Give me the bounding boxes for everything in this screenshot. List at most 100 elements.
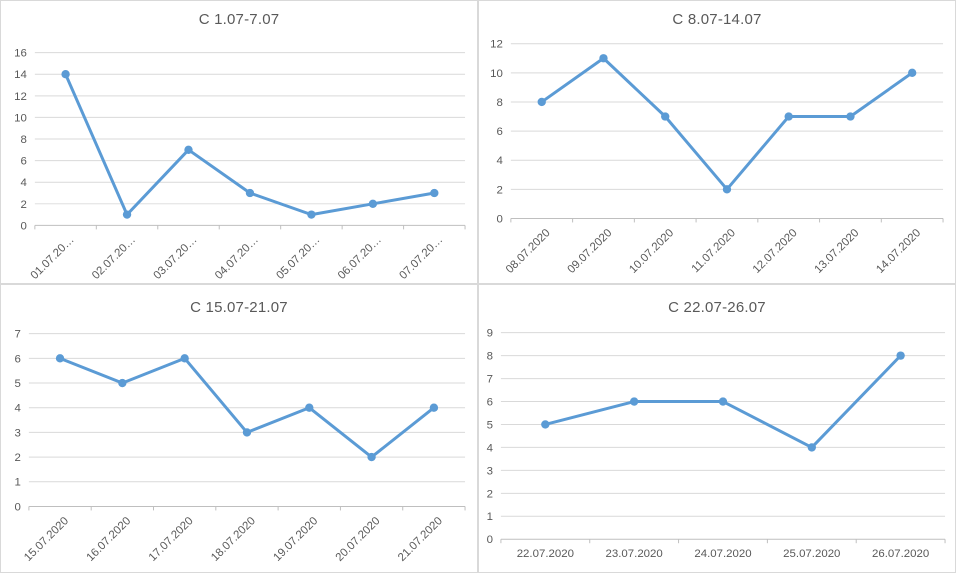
data-point-marker — [541, 420, 550, 429]
gridlines — [28, 333, 466, 507]
data-point-marker — [807, 443, 816, 452]
y-tick-label: 2 — [497, 184, 503, 196]
data-point-marker — [180, 354, 189, 363]
y-tick-label: 5 — [487, 419, 493, 431]
data-point-marker — [430, 188, 439, 198]
x-tick-label: 20.07.2020 — [334, 515, 383, 564]
series-markers — [537, 54, 917, 194]
series-markers — [541, 351, 905, 452]
y-axis-labels: 0 2 4 6 8 10 12 — [490, 39, 503, 226]
y-tick-label: 6 — [487, 397, 493, 409]
data-point-marker — [429, 403, 439, 412]
x-tick-label: 15.07.2020 — [22, 515, 71, 564]
x-tick-label: 22.07.2020 — [517, 548, 574, 560]
x-tick-label: 25.07.2020 — [783, 548, 840, 560]
y-tick-label: 9 — [487, 328, 493, 340]
y-tick-label: 7 — [487, 374, 493, 386]
x-tick-label: 05.07.20… — [274, 234, 322, 282]
gridlines — [500, 332, 946, 540]
data-point-marker — [245, 188, 255, 198]
y-tick-label: 4 — [15, 403, 22, 415]
x-tick-label: 03.07.20… — [152, 234, 200, 282]
y-tick-label: 2 — [21, 199, 27, 211]
y-tick-label: 6 — [497, 126, 503, 138]
x-axis-labels: 01.07.20… 02.07.20… 03.07.20… 04.07.20… 05.0… — [29, 234, 446, 282]
y-tick-label: 0 — [487, 534, 493, 546]
x-tick-label: 23.07.2020 — [606, 548, 663, 560]
x-tick-label: 02.07.20… — [90, 234, 138, 282]
y-tick-label: 4 — [21, 177, 28, 189]
y-tick-label: 1 — [15, 477, 21, 489]
y-tick-label: 2 — [487, 488, 493, 500]
x-axis-ticks — [510, 218, 944, 223]
data-point-marker — [367, 452, 376, 462]
line-chart-week2: 0 2 4 6 8 10 12 08.07.2020 09.07.2020 10.07.2020 1… — [490, 39, 944, 276]
x-axis-labels: 15.07.2020 16.07.2020 17.07.2020 18.07.2020… — [22, 515, 445, 564]
y-axis-labels: 0 2 4 6 8 10 12 14 16 — [14, 48, 27, 233]
y-tick-label: 16 — [14, 48, 27, 60]
y-tick-label: 2 — [15, 452, 21, 464]
x-tick-label: 14.07.2020 — [874, 227, 923, 276]
data-point-marker — [846, 112, 855, 121]
line-chart-week3: 0 1 2 3 4 5 6 7 15.07.2020 16.07.2020 17.07.2020 18… — [15, 329, 466, 564]
x-tick-label: 08.07.2020 — [504, 227, 553, 276]
y-tick-label: 1 — [487, 511, 493, 523]
y-tick-label: 10 — [14, 112, 27, 124]
y-tick-label: 14 — [14, 69, 27, 81]
chart-panel-week2: С 8.07-14.07 0 2 4 6 8 10 12 08.07.2020 09.07.20… — [478, 0, 956, 284]
y-tick-label: 0 — [21, 220, 27, 232]
x-tick-label: 09.07.2020 — [566, 227, 615, 276]
x-tick-label: 07.07.20… — [397, 234, 445, 282]
data-point-marker — [184, 145, 193, 154]
y-tick-label: 10 — [490, 68, 503, 80]
line-chart-week4: 0 1 2 3 4 5 6 7 8 9 22.07.2020 23.07.2020 24.07.2020… — [487, 328, 946, 560]
data-point-marker — [305, 403, 314, 412]
series-markers — [55, 354, 439, 462]
y-tick-label: 12 — [490, 39, 503, 51]
data-point-marker — [907, 68, 917, 77]
y-tick-label: 12 — [14, 91, 27, 103]
chart-panel-week4: С 22.07-26.07 0 1 2 3 4 5 6 7 8 9 22.07.2020 23.07.… — [478, 284, 956, 573]
x-tick-label: 12.07.2020 — [751, 227, 800, 276]
y-tick-label: 4 — [487, 442, 494, 454]
data-point-marker — [118, 378, 127, 388]
x-tick-label: 26.07.2020 — [872, 548, 929, 560]
data-point-marker — [896, 351, 905, 360]
x-tick-label: 10.07.2020 — [627, 227, 676, 276]
x-tick-label: 13.07.2020 — [813, 227, 862, 276]
x-tick-label: 06.07.20… — [336, 234, 384, 282]
data-point-marker — [629, 397, 639, 406]
y-tick-label: 8 — [487, 351, 493, 363]
y-tick-label: 6 — [21, 156, 27, 168]
series-line — [540, 56, 914, 191]
data-point-marker — [55, 354, 65, 363]
y-tick-label: 7 — [15, 329, 21, 341]
x-tick-label: 17.07.2020 — [147, 515, 196, 564]
data-point-marker — [307, 210, 316, 219]
data-point-marker — [599, 54, 608, 63]
y-tick-label: 4 — [497, 155, 504, 167]
x-tick-label: 24.07.2020 — [694, 548, 751, 560]
y-tick-label: 5 — [15, 378, 21, 390]
x-axis-ticks — [28, 506, 466, 511]
series-markers — [61, 70, 439, 219]
y-tick-label: 8 — [21, 134, 27, 146]
x-axis-labels: 08.07.2020 09.07.2020 10.07.2020 11.07.2020… — [504, 227, 923, 276]
x-tick-label: 21.07.2020 — [396, 515, 445, 564]
y-axis-labels: 0 1 2 3 4 5 6 7 — [15, 329, 22, 514]
x-axis-labels: 22.07.2020 23.07.2020 24.07.2020 25.07.2020… — [517, 548, 930, 560]
data-point-marker — [537, 97, 546, 107]
data-point-marker — [242, 428, 252, 437]
x-tick-label: 16.07.2020 — [84, 515, 133, 564]
x-axis-ticks — [500, 539, 946, 544]
y-tick-label: 3 — [487, 465, 493, 477]
x-tick-label: 01.07.20… — [29, 234, 77, 282]
y-axis-labels: 0 1 2 3 4 5 6 7 8 9 — [487, 328, 494, 547]
chart-panel-week1: С 1.07-7.07 0 2 4 6 8 10 12 14 16 01.07.20… 02.07.… — [0, 0, 478, 284]
x-tick-label: 11.07.2020 — [690, 227, 738, 275]
data-point-marker — [122, 210, 132, 219]
y-tick-label: 0 — [15, 501, 21, 513]
y-tick-label: 0 — [497, 213, 503, 225]
line-chart-week1: 0 2 4 6 8 10 12 14 16 01.07.20… 02.07.20… 03.07.20…… — [14, 48, 466, 282]
